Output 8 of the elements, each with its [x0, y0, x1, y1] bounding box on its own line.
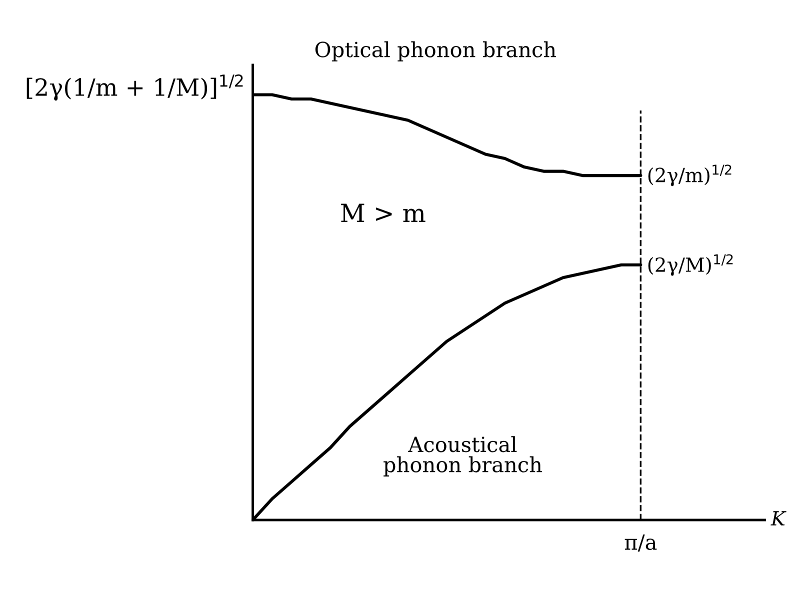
text: [2γ(1/m + 1/M)]$^{1/2}$ — [26, 74, 243, 101]
text: π/a — [624, 534, 657, 552]
text: Optical phonon branch — [315, 41, 556, 62]
annotation: (2γ/m)$^{1/2}$ — [648, 164, 732, 186]
annotation: M > m — [341, 204, 426, 222]
annotation: (2γ/M)$^{1/2}$ — [648, 254, 733, 276]
annotation: Acoustical phonon branch — [384, 436, 542, 476]
text: K — [770, 511, 786, 526]
